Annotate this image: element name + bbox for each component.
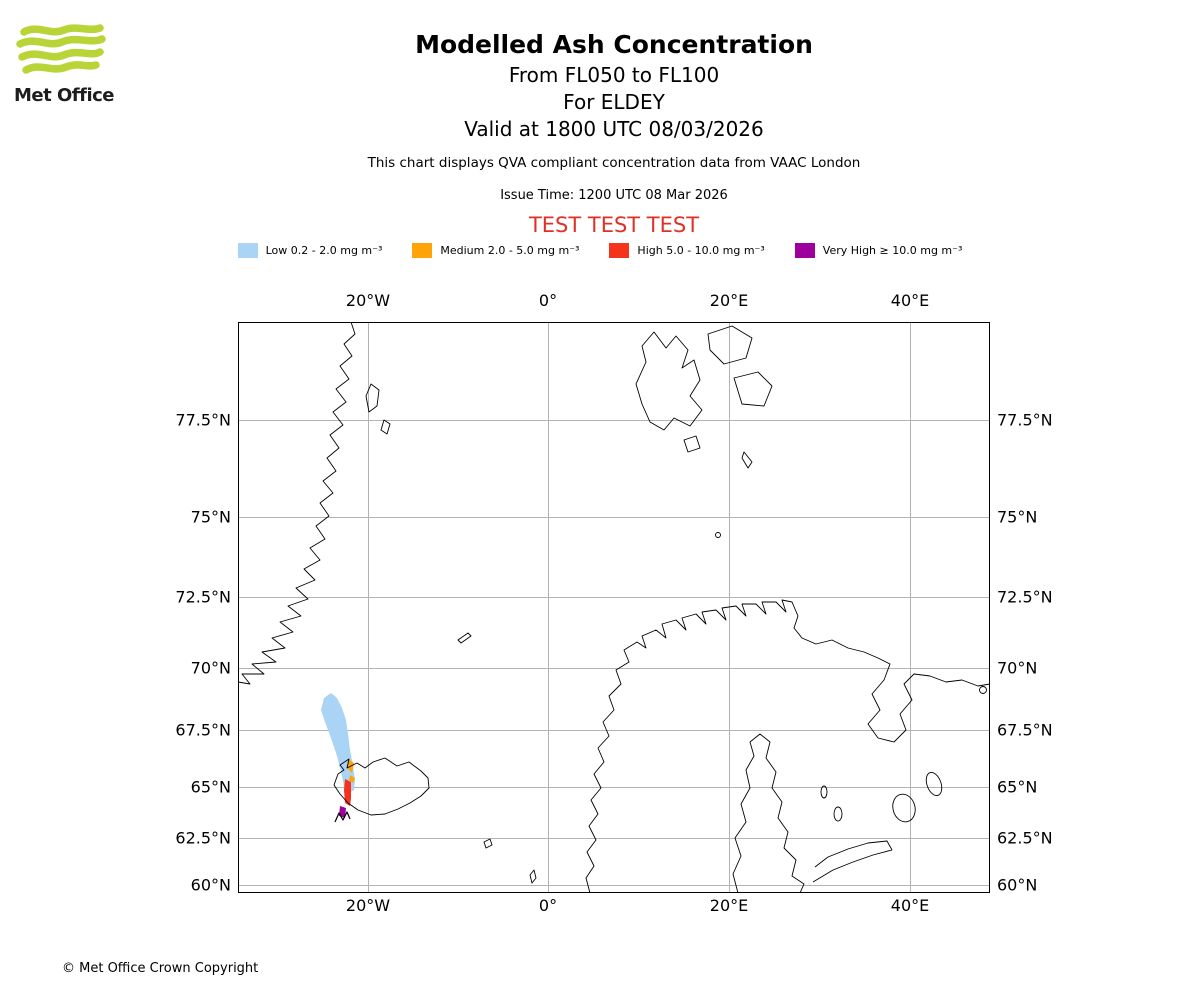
valid-time-subtitle: Valid at 1800 UTC 08/03/2026 xyxy=(464,117,764,141)
ash-plume-medium-2 xyxy=(349,775,355,783)
lon-tick-bottom: 20°W xyxy=(345,896,391,915)
legend-item-high: High 5.0 - 10.0 mg m⁻³ xyxy=(609,243,765,258)
greenland-coastline xyxy=(238,322,356,685)
issue-time-label: Issue Time: 1200 UTC 08 Mar 2026 xyxy=(500,188,728,203)
lat-tick-right: 75°N xyxy=(997,507,1038,527)
lat-tick-left: 65°N xyxy=(190,777,231,797)
volcano-subtitle: For ELDEY xyxy=(563,90,665,114)
legend-label-high: High 5.0 - 10.0 mg m⁻³ xyxy=(637,244,765,257)
lat-tick-right: 72.5°N xyxy=(997,587,1053,607)
lat-tick-left: 70°N xyxy=(190,658,231,678)
legend-swatch-high xyxy=(609,243,630,258)
greenland-offshore-island xyxy=(365,383,380,413)
ash-plume-low xyxy=(321,693,355,793)
lat-tick-right: 77.5°N xyxy=(997,410,1053,430)
legend-swatch-medium xyxy=(412,243,433,258)
lat-tick-right: 65°N xyxy=(997,777,1038,797)
legend-item-low: Low 0.2 - 2.0 mg m⁻³ xyxy=(237,243,383,258)
legend-item-medium: Medium 2.0 - 5.0 mg m⁻³ xyxy=(412,243,579,258)
lat-tick-left: 60°N xyxy=(190,875,231,895)
lat-tick-right: 67.5°N xyxy=(997,720,1053,740)
svalbard-coastline xyxy=(635,325,773,469)
lat-tick-left: 72.5°N xyxy=(175,587,231,607)
lon-tick-top: 20°E xyxy=(709,291,749,310)
graticule-gridlines xyxy=(238,322,990,893)
lat-tick-right: 62.5°N xyxy=(997,828,1053,848)
lon-tick-bottom: 0° xyxy=(538,896,558,915)
lon-tick-top: 40°E xyxy=(890,291,930,310)
volcano-source-marker xyxy=(334,811,351,823)
flight-levels-subtitle: From FL050 to FL100 xyxy=(508,63,720,87)
lon-tick-top: 0° xyxy=(538,291,558,310)
kolguyev-island xyxy=(979,686,987,694)
gulf-of-bothnia-coastline xyxy=(732,733,805,893)
map-border xyxy=(238,322,990,893)
gulf-of-finland-coastline xyxy=(812,840,893,883)
legend-label-very-high: Very High ≥ 10.0 mg m⁻³ xyxy=(822,244,963,257)
met-office-logo-waves xyxy=(16,24,106,74)
lon-tick-bottom: 20°E xyxy=(709,896,749,915)
ash-plume xyxy=(321,693,355,818)
legend-label-low: Low 0.2 - 2.0 mg m⁻³ xyxy=(265,244,383,257)
ash-concentration-map xyxy=(238,322,990,893)
lat-tick-left: 77.5°N xyxy=(175,410,231,430)
met-office-logo: Met Office xyxy=(14,24,124,106)
qva-compliance-note: This chart displays QVA compliant concen… xyxy=(367,155,861,171)
legend-swatch-low xyxy=(237,243,258,258)
coastlines xyxy=(238,322,990,893)
lon-tick-bottom: 40°E xyxy=(890,896,930,915)
legend-swatch-very_high xyxy=(794,243,815,258)
lat-tick-left: 67.5°N xyxy=(175,720,231,740)
copyright-notice: © Met Office Crown Copyright xyxy=(62,961,259,976)
ash-plume-high xyxy=(344,779,351,806)
lat-tick-right: 60°N xyxy=(997,875,1038,895)
met-office-logo-text: Met Office xyxy=(14,85,115,106)
iceland-coastline xyxy=(333,757,430,816)
legend-item-very-high: Very High ≥ 10.0 mg m⁻³ xyxy=(794,243,963,258)
jan-mayen-island xyxy=(457,632,472,644)
faroe-islands xyxy=(483,838,493,849)
lakes xyxy=(820,772,943,823)
lat-tick-left: 75°N xyxy=(190,507,231,527)
test-banner: TEST TEST TEST xyxy=(528,213,700,237)
norway-coastline xyxy=(585,599,990,893)
greenland-offshore-island-2 xyxy=(380,419,391,435)
concentration-legend: Low 0.2 - 2.0 mg m⁻³ Medium 2.0 - 5.0 mg… xyxy=(0,243,1200,258)
lat-tick-right: 70°N xyxy=(997,658,1038,678)
chart-title: Modelled Ash Concentration xyxy=(415,30,813,59)
legend-label-medium: Medium 2.0 - 5.0 mg m⁻³ xyxy=(440,244,580,257)
chart-header: Modelled Ash Concentration From FL050 to… xyxy=(0,30,1200,237)
lon-tick-top: 20°W xyxy=(345,291,391,310)
bear-island xyxy=(715,532,721,538)
shetland-islands xyxy=(529,869,537,884)
lat-tick-left: 62.5°N xyxy=(175,828,231,848)
met-office-logo-graphic xyxy=(16,24,106,74)
